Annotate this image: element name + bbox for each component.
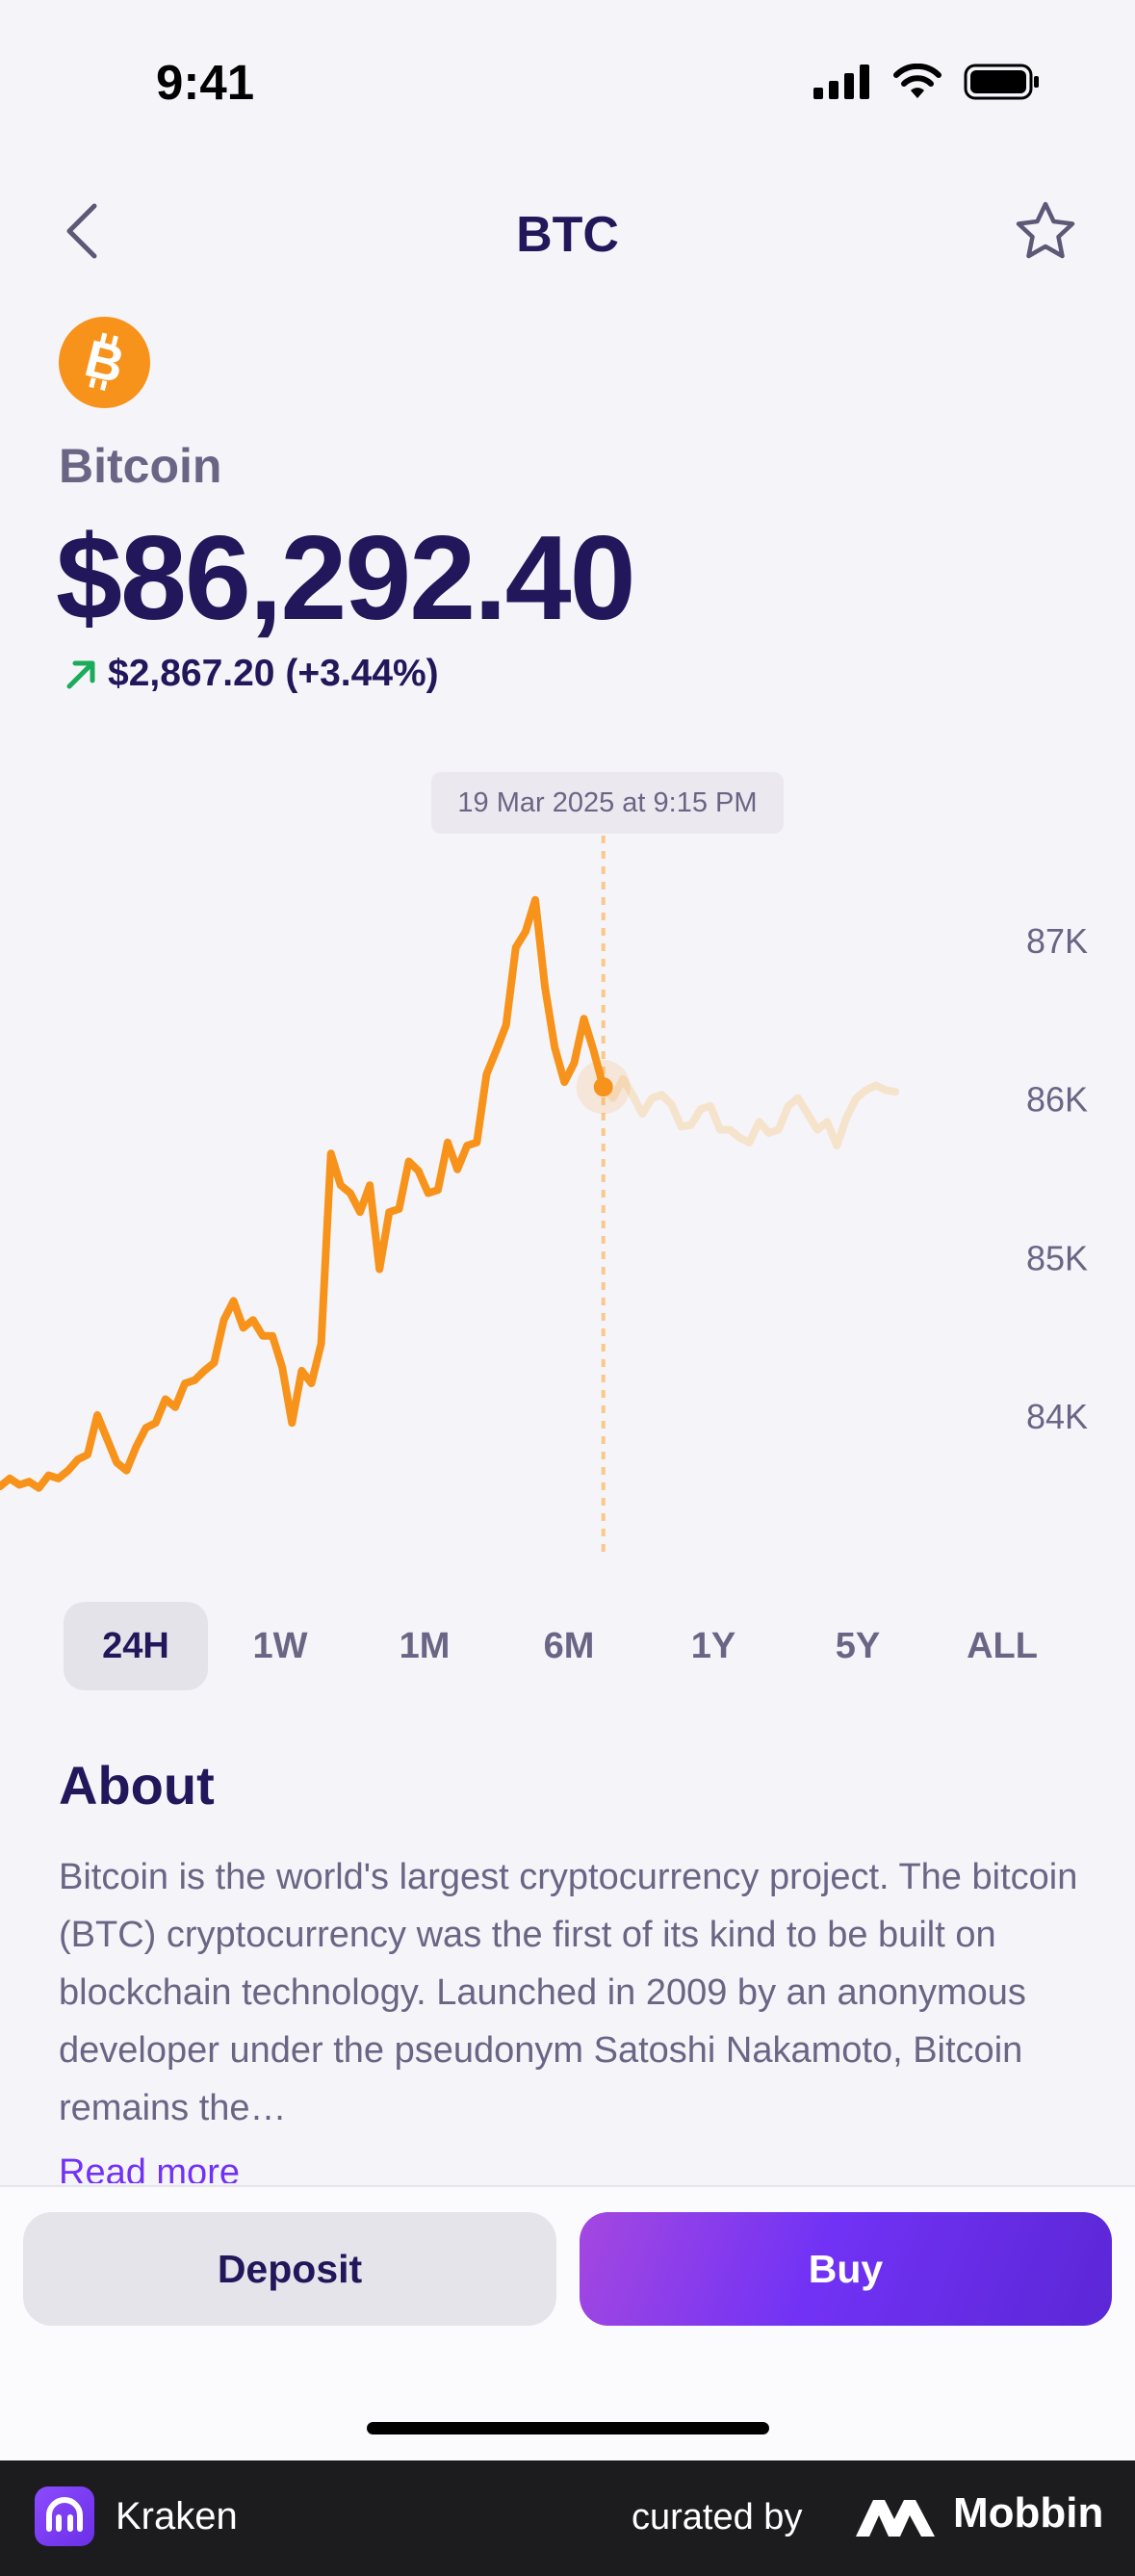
wifi-icon bbox=[893, 64, 942, 98]
price-change: $2,867.20 (+3.44%) bbox=[64, 653, 439, 695]
page-title: BTC bbox=[516, 207, 619, 263]
status-time: 9:41 bbox=[156, 55, 255, 110]
price-change-value: $2,867.20 (+3.44%) bbox=[108, 653, 439, 694]
footer-bar: Kraken curated by Mobbin bbox=[0, 2460, 1135, 2576]
footer-app-name: Kraken bbox=[116, 2495, 238, 2537]
price-line-future bbox=[599, 1074, 899, 1150]
y-tick-label: 85K bbox=[1026, 1238, 1088, 1277]
footer-brand: Mobbin bbox=[953, 2489, 1104, 2537]
signal-icon bbox=[813, 64, 869, 99]
kraken-logo-icon bbox=[35, 2486, 94, 2546]
range-tab-6m[interactable]: 6M bbox=[543, 1625, 595, 1666]
selected-point bbox=[593, 1077, 613, 1097]
range-tab-1y[interactable]: 1Y bbox=[690, 1625, 736, 1666]
y-tick-label: 86K bbox=[1026, 1080, 1088, 1120]
coin-price: $86,292.40 bbox=[56, 512, 636, 645]
back-button[interactable] bbox=[56, 200, 114, 262]
range-tab-all[interactable]: ALL bbox=[967, 1625, 1038, 1666]
deposit-button[interactable]: Deposit bbox=[23, 2212, 556, 2326]
price-chart[interactable]: 87K 86K 85K 84K bbox=[0, 760, 1135, 1559]
footer-curated-label: curated by bbox=[632, 2497, 803, 2537]
range-tab-1w[interactable]: 1W bbox=[252, 1625, 308, 1666]
buy-button[interactable]: Buy bbox=[580, 2212, 1112, 2326]
star-icon bbox=[1016, 201, 1075, 259]
range-selector: 24H 1W 1M 6M 1Y 5Y ALL bbox=[64, 1602, 1074, 1690]
y-tick-label: 87K bbox=[1026, 921, 1088, 961]
home-indicator bbox=[367, 2422, 769, 2434]
about-text: Bitcoin is the world's largest cryptocur… bbox=[59, 1857, 1078, 2128]
chevron-left-icon bbox=[66, 203, 97, 259]
read-more-link[interactable]: Read more bbox=[59, 2152, 240, 2183]
favorite-button[interactable] bbox=[1012, 198, 1079, 266]
price-line bbox=[0, 895, 607, 1492]
arrow-up-right-icon bbox=[66, 660, 95, 689]
status-icons bbox=[813, 64, 1041, 100]
range-tab-5y[interactable]: 5Y bbox=[835, 1625, 881, 1666]
y-tick-label: 84K bbox=[1026, 1397, 1088, 1436]
about-title: About bbox=[59, 1755, 215, 1816]
bitcoin-icon: B bbox=[59, 317, 150, 408]
status-bar: 9:41 bbox=[0, 0, 1135, 164]
top-nav: BTC bbox=[0, 183, 1135, 279]
mobbin-logo-icon bbox=[856, 2500, 935, 2537]
chart-tooltip: 19 Mar 2025 at 9:15 PM bbox=[431, 772, 784, 834]
range-tab-24h[interactable]: 24H bbox=[64, 1602, 208, 1690]
battery-icon bbox=[964, 64, 1039, 100]
range-tab-1m[interactable]: 1M bbox=[399, 1625, 451, 1666]
coin-name: Bitcoin bbox=[59, 439, 222, 493]
